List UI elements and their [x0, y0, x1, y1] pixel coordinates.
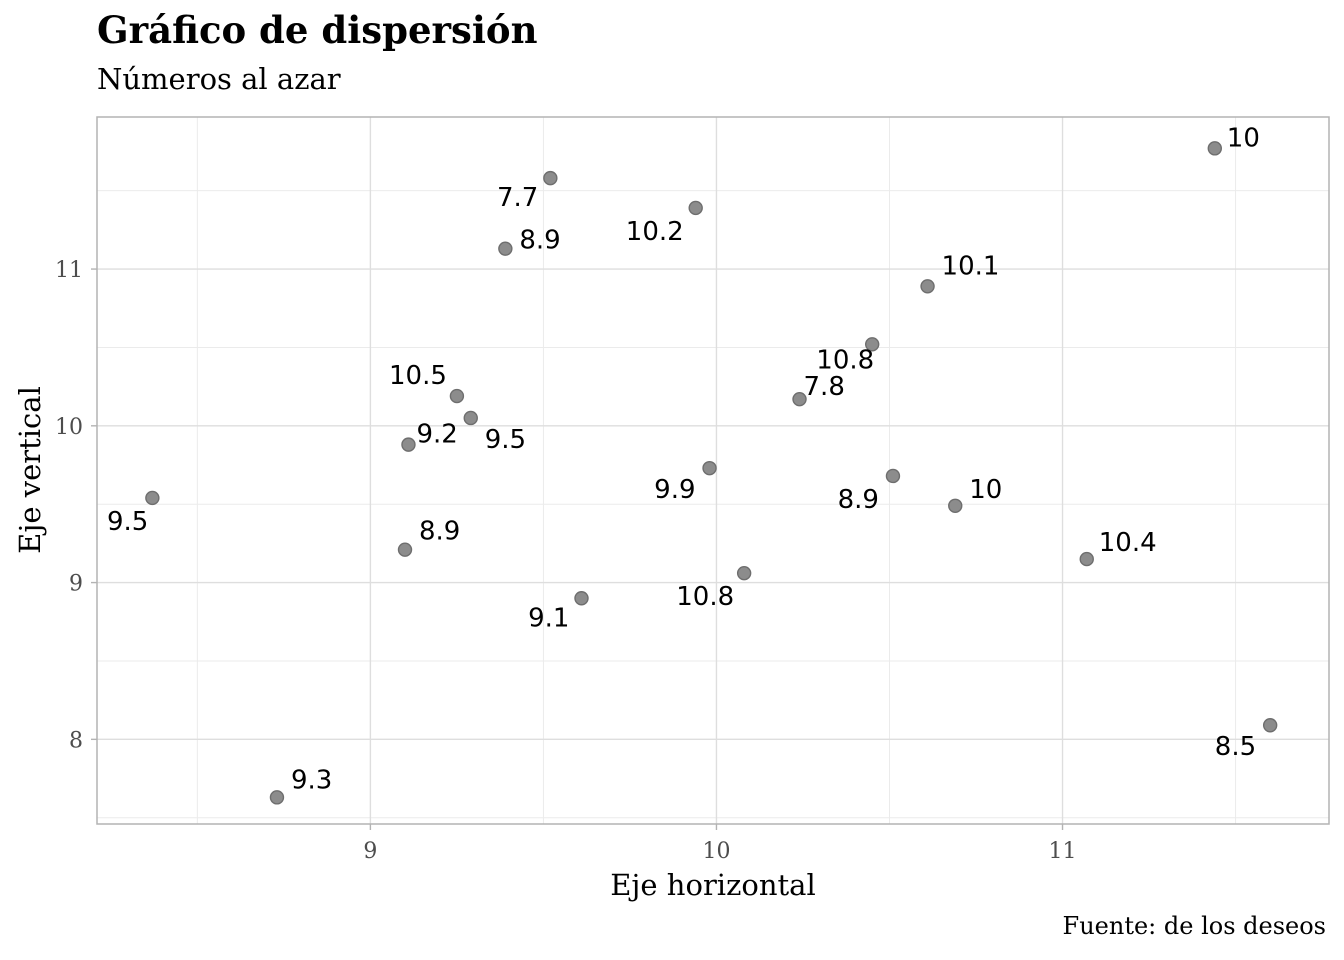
point-label: 8.5: [1215, 732, 1256, 762]
scatter-point: [401, 437, 416, 452]
scatter-point: [463, 410, 478, 426]
scatter-point: [1207, 141, 1222, 156]
point-label: 10: [969, 475, 1002, 505]
minor-gridlines: [97, 117, 1329, 824]
chart-caption: Fuente: de los deseos: [1062, 912, 1326, 940]
point-label: 10: [1227, 123, 1260, 153]
point-label: 9.5: [485, 425, 526, 455]
point-label: 10.5: [389, 361, 447, 391]
y-tick-label: 8: [69, 728, 83, 753]
scatter-point: [449, 388, 465, 404]
scatter-point: [736, 565, 752, 581]
scatter-point: [864, 337, 880, 352]
scatter-point: [498, 241, 513, 256]
scatter-point: [792, 391, 807, 407]
major-gridlines: [97, 117, 1329, 824]
scatter-point: [1262, 718, 1278, 733]
scatter-point: [920, 279, 935, 294]
y-axis-title: Eje vertical: [13, 386, 47, 554]
y-tick-label: 10: [55, 415, 83, 440]
point-labels: 10 7.7 10.2 8.9 10.1 10.8 10.5 7.8 9.5 9.2 9.9 8.9 9…: [107, 123, 1260, 795]
y-tick-label: 11: [55, 258, 83, 283]
chart-subtitle: Números al azar: [97, 62, 341, 96]
point-label: 8.9: [419, 517, 460, 547]
x-axis-title: Eje horizontal: [610, 868, 815, 902]
x-tick-label: 10: [702, 839, 730, 864]
point-label: 9.2: [416, 420, 457, 450]
point-label: 10.8: [816, 345, 874, 375]
point-label: 8.9: [519, 226, 560, 256]
scatter-point: [397, 542, 413, 557]
point-label: 9.9: [654, 475, 695, 505]
point-label: 10.8: [676, 582, 734, 612]
point-label: 9.5: [107, 507, 148, 537]
scatter-point: [702, 460, 717, 476]
scatter-point: [1079, 551, 1094, 567]
point-label: 7.7: [497, 183, 538, 213]
scatter-point: [948, 498, 963, 513]
scatter-point: [885, 468, 901, 484]
scatter-point: [574, 591, 589, 606]
scatter-point: [688, 200, 703, 216]
scatter-point: [145, 490, 160, 506]
point-label: 7.8: [804, 372, 845, 402]
y-axis-ticks: 8 9 10 11: [55, 258, 97, 753]
point-label: 9.1: [528, 603, 569, 633]
point-label: 10.4: [1099, 528, 1157, 558]
point-label: 9.3: [291, 765, 332, 795]
x-tick-label: 11: [1049, 839, 1077, 864]
y-tick-label: 9: [69, 572, 83, 597]
plot-panel-border: [96, 116, 1330, 825]
x-tick-label: 9: [363, 839, 377, 864]
point-label: 10.1: [942, 251, 1000, 281]
scatter-point: [543, 170, 558, 186]
chart-title: Gráfico de dispersión: [97, 8, 538, 52]
point-label: 10.2: [626, 217, 684, 247]
x-axis-ticks: 9 10 11: [363, 824, 1077, 864]
scatter-point: [269, 790, 285, 805]
point-label: 8.9: [838, 485, 879, 515]
scatter-points: [145, 141, 1278, 805]
